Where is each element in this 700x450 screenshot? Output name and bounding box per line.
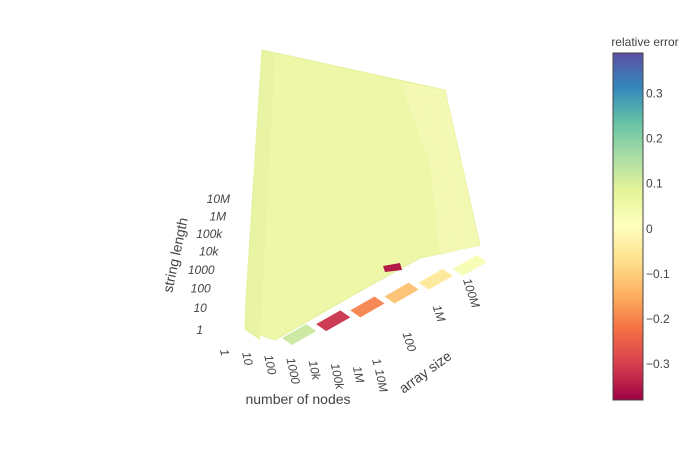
colorbar-tick-label: −0.3 — [646, 357, 670, 371]
colorbar-ticks: 0.3 0.2 0.1 0 −0.1 −0.2 −0.3 — [646, 87, 670, 371]
z-tick-label: 100 — [191, 282, 211, 296]
surface-front-face — [245, 50, 275, 340]
x-tick-label: 1M — [350, 365, 367, 384]
z-tick-label: 100k — [196, 227, 223, 241]
y-axis-title: array size — [396, 348, 455, 397]
x-tick-label: 10k — [306, 359, 324, 382]
error-band — [418, 268, 453, 290]
x-tick-label: 1 — [217, 348, 232, 357]
error-band — [452, 255, 487, 276]
colorbar-tick-label: −0.1 — [646, 267, 670, 281]
error-bands — [282, 255, 487, 345]
colorbar-tick-label: 0.2 — [646, 132, 663, 146]
error-band — [384, 282, 419, 304]
colorbar-title: relative error — [611, 35, 678, 49]
surface-edge-strip — [420, 90, 470, 245]
x-tick-label: 1000 — [283, 356, 302, 385]
z-tick-label: 1000 — [188, 263, 215, 277]
error-band-highlight — [383, 263, 402, 272]
z-axis-ticks: 1 10 100 1000 10k 100k 1M 10M — [188, 192, 230, 337]
y-tick-label: 100 — [399, 330, 419, 354]
colorbar-gradient — [612, 52, 644, 401]
x-tick-label: 100 — [261, 353, 279, 376]
z-tick-label: 10 — [193, 301, 207, 315]
z-tick-label: 1M — [209, 209, 226, 223]
x-tick-label: 10 — [239, 351, 256, 367]
error-band — [282, 324, 317, 345]
z-tick-label: 10k — [199, 245, 219, 259]
error-band — [350, 296, 385, 318]
x-tick-label: 100k — [328, 362, 347, 391]
surface-plot[interactable] — [244, 49, 487, 345]
error-band — [316, 310, 351, 332]
colorbar-tick-label: −0.2 — [646, 312, 670, 326]
y-tick-label: 1 — [369, 357, 384, 368]
y-tick-label: 100M — [460, 277, 483, 310]
y-tick-label: 1M — [430, 303, 448, 323]
colorbar-tick-label: 0 — [646, 222, 653, 236]
z-axis-title: string length — [159, 216, 191, 294]
colorbar-tick-label: 0.3 — [646, 87, 663, 101]
x-tick-label: 10M — [372, 368, 391, 394]
x-axis-title: number of nodes — [245, 391, 350, 407]
colorbar-tick-label: 0.1 — [646, 177, 663, 191]
z-tick-label: 10M — [207, 192, 230, 206]
colorbar[interactable]: relative error 0.3 0.2 0.1 0 −0.1 −0.2 −0.3 — [611, 35, 679, 401]
y-axis-ticks: 1 100 1M 100M — [369, 277, 483, 368]
x-axis-ticks: 1 10 100 1000 10k 100k 1M 10M — [217, 348, 391, 394]
z-tick-label: 1 — [196, 323, 203, 337]
